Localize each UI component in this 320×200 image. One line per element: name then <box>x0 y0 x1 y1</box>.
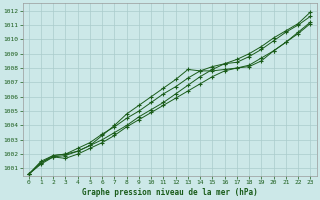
X-axis label: Graphe pression niveau de la mer (hPa): Graphe pression niveau de la mer (hPa) <box>82 188 258 197</box>
